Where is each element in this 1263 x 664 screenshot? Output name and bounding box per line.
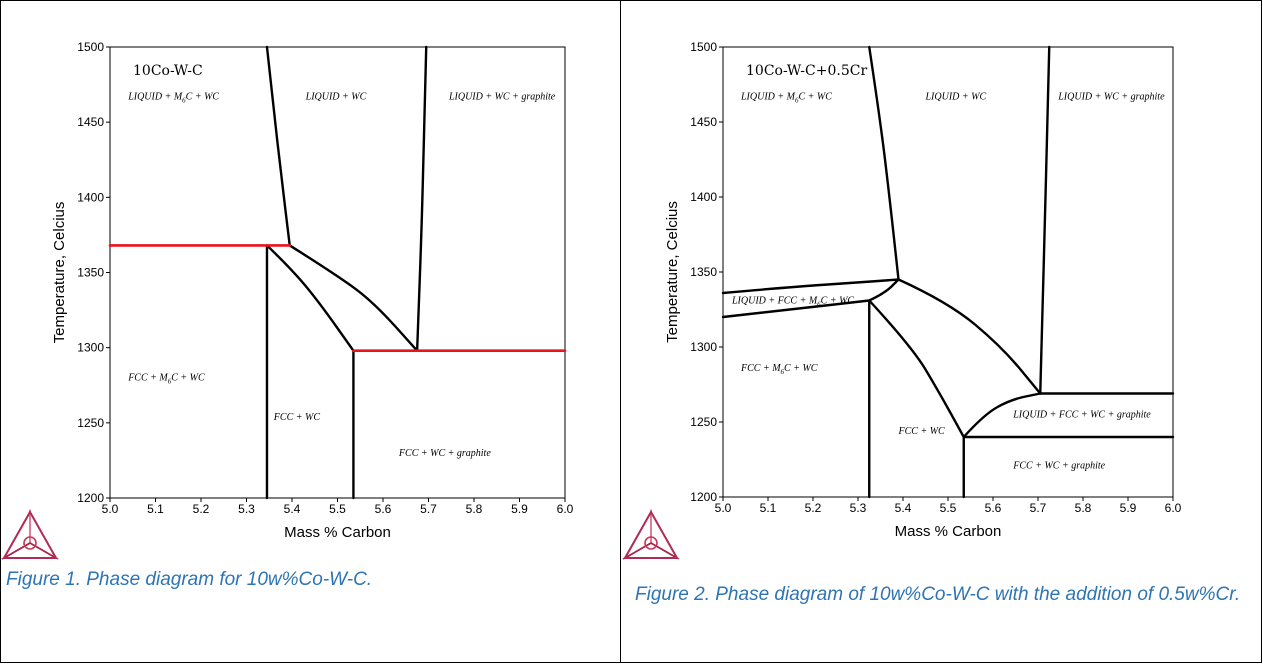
- thermocalc-logo-icon: [622, 508, 680, 561]
- x-tick-label: 5.6: [375, 502, 392, 516]
- x-tick-label: 5.4: [284, 502, 301, 516]
- phase-region-label: LIQUID + WC: [305, 92, 367, 103]
- x-tick-label: 5.4: [895, 501, 912, 515]
- x-tick-label: 5.2: [193, 502, 210, 516]
- chart-title: 10Co-W-C+0.5Cr: [746, 63, 867, 79]
- y-tick-label: 1200: [77, 491, 104, 505]
- y-tick-label: 1250: [77, 416, 104, 430]
- phase-region-label: LIQUID + FCC + WC + graphite: [1012, 410, 1151, 421]
- x-axis-title: Mass % Carbon: [284, 524, 391, 541]
- x-tick-label: 6.0: [1165, 501, 1182, 515]
- x-tick-label: 5.5: [329, 502, 346, 516]
- y-tick-label: 1250: [690, 415, 717, 429]
- y-tick-label: 1350: [690, 265, 717, 279]
- phase-boundary-line: [868, 299, 965, 439]
- figure-2-caption: Figure 2. Phase diagram of 10w%Co-W-C wi…: [635, 584, 1241, 605]
- x-tick-label: 5.6: [985, 501, 1002, 515]
- figure-2-panel: 5.0 5.1 5.2 5.3 5.4 5.5 5.6 5.7 5.8 5.9 6.0 1200 125…: [621, 0, 1263, 664]
- x-tick-label: 5.8: [1075, 501, 1092, 515]
- plot-area: [722, 46, 1174, 498]
- y-axis-title: Temperature, Celcius: [51, 202, 68, 344]
- phase-region-label: FCC + WC + graphite: [398, 448, 491, 459]
- y-tick-label: 1300: [690, 340, 717, 354]
- x-tick-label: 5.0: [715, 501, 732, 515]
- phase-region-label: FCC + WC + graphite: [1012, 461, 1105, 472]
- y-tick-label: 1450: [690, 115, 717, 129]
- figure-1-panel: 5.0 5.1 5.2 5.3 5.4 5.5 5.6 5.7 5.8 5.9 6.0 1200 125…: [0, 0, 620, 664]
- x-tick-label: 5.1: [147, 502, 164, 516]
- phase-boundary-line: [415, 45, 428, 352]
- phase-boundary-line: [265, 244, 355, 352]
- y-tick-label: 1400: [690, 190, 717, 204]
- x-tick-label: 5.0: [102, 502, 119, 516]
- phase-diagram-2: 5.0 5.1 5.2 5.3 5.4 5.5 5.6 5.7 5.8 5.9 6.0 1200 125…: [622, 40, 1182, 561]
- figure-1-caption: Figure 1. Phase diagram for 10w%Co-W-C.: [6, 569, 373, 590]
- phase-region-label: LIQUID + WC: [925, 92, 987, 103]
- x-tick-label: 5.7: [420, 502, 437, 516]
- phase-region-label: FCC + M6C + WC: [127, 373, 205, 386]
- x-tick-label: 5.1: [760, 501, 777, 515]
- phase-boundary-line: [868, 278, 900, 302]
- phase-region-label: LIQUID + M6C + WC: [740, 92, 832, 105]
- y-tick-label: 1300: [77, 341, 104, 355]
- y-tick-label: 1450: [77, 115, 104, 129]
- y-tick-label: 1350: [77, 266, 104, 280]
- phase-diagram-1: 5.0 5.1 5.2 5.3 5.4 5.5 5.6 5.7 5.8 5.9 6.0 1200 125…: [1, 40, 574, 561]
- x-tick-label: 5.3: [238, 502, 255, 516]
- phase-region-label: LIQUID + WC + graphite: [448, 92, 556, 103]
- x-tick-label: 5.9: [511, 502, 528, 516]
- y-tick-label: 1400: [77, 190, 104, 204]
- phase-boundary-line: [897, 278, 1042, 395]
- column-divider: [620, 0, 621, 663]
- x-axis-title: Mass % Carbon: [895, 523, 1002, 540]
- phase-boundary-line: [721, 278, 900, 295]
- x-tick-label: 5.2: [805, 501, 822, 515]
- phase-region-label: FCC + WC: [273, 412, 321, 423]
- chart-title: 10Co-W-C: [133, 63, 203, 79]
- phase-boundary-line: [265, 45, 291, 247]
- x-tick-label: 5.9: [1120, 501, 1137, 515]
- phase-boundary-line: [288, 244, 419, 352]
- phase-region-label: LIQUID + FCC + M6C + WC: [731, 296, 854, 309]
- x-tick-label: 5.5: [940, 501, 957, 515]
- x-tick-label: 5.7: [1030, 501, 1047, 515]
- x-tick-label: 6.0: [557, 502, 574, 516]
- thermocalc-logo-icon: [1, 508, 59, 561]
- phase-boundary-line: [962, 392, 1042, 439]
- x-tick-label: 5.8: [466, 502, 483, 516]
- y-tick-label: 1500: [690, 40, 717, 54]
- phase-boundary-line: [1039, 45, 1051, 395]
- phase-region-label: FCC + WC: [898, 426, 946, 437]
- phase-region-label: FCC + M6C + WC: [740, 363, 818, 376]
- phase-boundary-line: [721, 299, 871, 319]
- plot-area: [109, 46, 566, 499]
- phase-boundary-line: [868, 45, 900, 281]
- phase-region-label: LIQUID + WC + graphite: [1057, 92, 1165, 103]
- phase-region-label: LIQUID + M6C + WC: [127, 92, 219, 105]
- y-tick-label: 1200: [690, 490, 717, 504]
- x-tick-label: 5.3: [850, 501, 867, 515]
- y-tick-label: 1500: [77, 40, 104, 54]
- y-axis-title: Temperature, Celcius: [664, 201, 681, 343]
